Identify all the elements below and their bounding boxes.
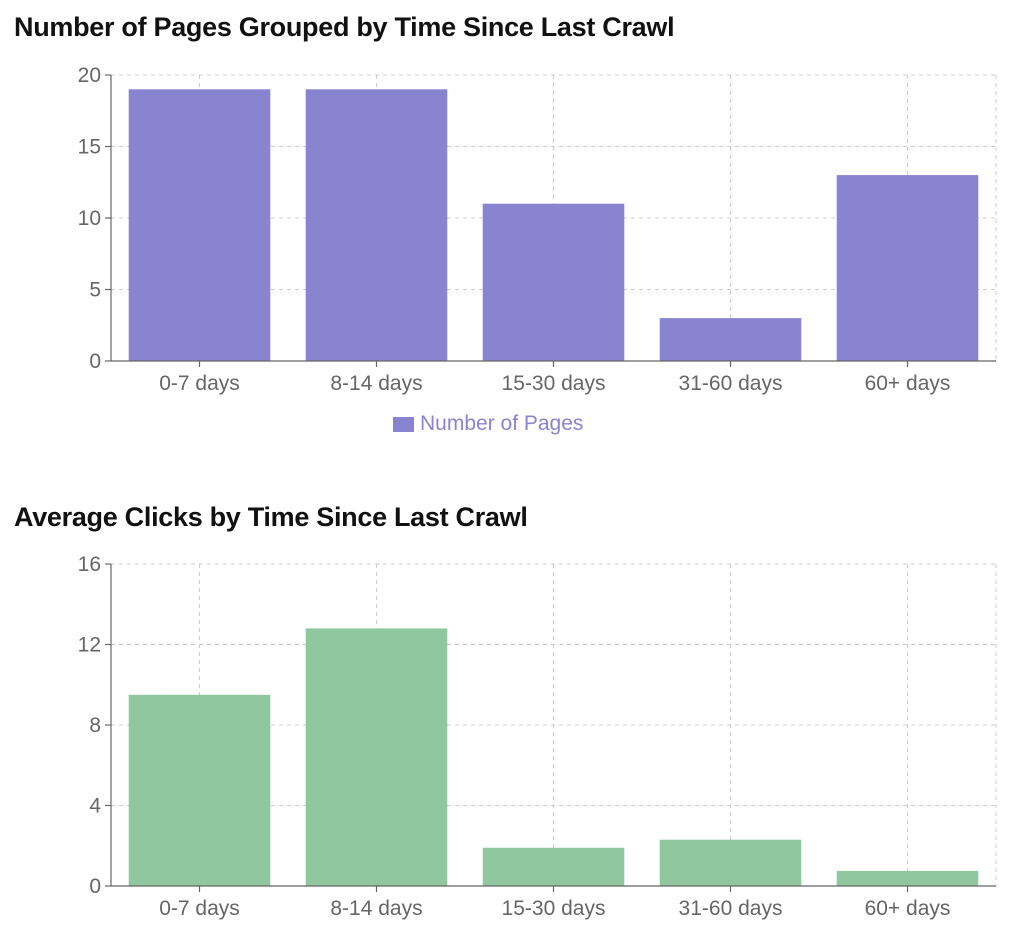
bar-8-14-days <box>305 628 448 886</box>
x-tick-label: 60+ days <box>865 897 951 920</box>
clicks-chart-plot: 0 4 8 12 16 0-7 days 8-14 days 15-30 days 31-60 … <box>78 553 997 920</box>
y-tick-label: 5 <box>89 279 101 302</box>
x-tick-label: 60+ days <box>865 372 951 395</box>
y-tick-label: 0 <box>89 350 101 373</box>
clicks-chart: Average Clicks by Time Since Last Crawl … <box>0 490 1024 937</box>
y-tick-label: 8 <box>89 714 101 737</box>
bar-0-7-days <box>128 89 271 362</box>
bar-60-days <box>836 870 979 886</box>
y-tick-label: 20 <box>78 64 101 87</box>
bar-60-days <box>836 175 979 361</box>
bar-8-14-days <box>305 89 448 362</box>
x-tick-label: 0-7 days <box>159 372 240 395</box>
chart-title: Number of Pages Grouped by Time Since La… <box>14 12 675 42</box>
legend-label: Number of Pages <box>420 412 584 435</box>
y-tick-label: 10 <box>78 207 101 230</box>
x-tick-label: 15-30 days <box>502 897 606 920</box>
chart-title: Average Clicks by Time Since Last Crawl <box>14 502 528 532</box>
bar-15-30-days <box>482 847 625 886</box>
bar-0-7-days <box>128 694 271 886</box>
bar-31-60-days <box>659 839 802 886</box>
bar-31-60-days <box>659 318 802 361</box>
x-tick-label: 8-14 days <box>330 897 422 920</box>
pages-chart-plot: 0 5 10 15 20 0-7 days 8-14 days 15-30 days 31-60… <box>78 64 997 395</box>
bar-15-30-days <box>482 203 625 361</box>
pages-chart: Number of Pages Grouped by Time Since La… <box>0 0 1024 460</box>
y-tick-label: 16 <box>78 553 101 576</box>
y-tick-label: 0 <box>89 875 101 898</box>
x-tick-label: 31-60 days <box>679 897 783 920</box>
y-tick-label: 15 <box>78 136 101 159</box>
x-tick-label: 15-30 days <box>502 372 606 395</box>
x-tick-label: 31-60 days <box>679 372 783 395</box>
x-tick-label: 8-14 days <box>330 372 422 395</box>
x-tick-label: 0-7 days <box>159 897 240 920</box>
chart-legend[interactable]: Number of Pages <box>393 412 583 436</box>
y-tick-label: 4 <box>89 795 101 818</box>
y-tick-label: 12 <box>78 634 101 657</box>
legend-swatch <box>393 416 414 432</box>
